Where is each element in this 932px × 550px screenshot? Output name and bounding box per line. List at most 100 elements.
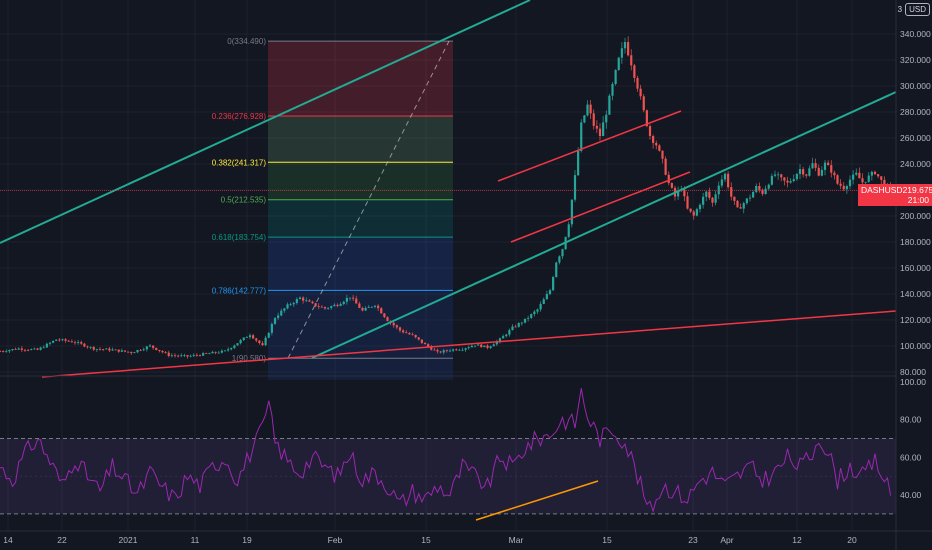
candle-body (136, 350, 139, 353)
candle-body (380, 308, 383, 314)
candle-body (836, 175, 839, 184)
candle-body (252, 335, 255, 339)
time-tick-label: Feb (328, 535, 343, 545)
fib-level-label: 1(90.580) (232, 354, 267, 363)
candle-body (880, 176, 883, 180)
candle-body (352, 297, 355, 299)
teal-channel-upper[interactable] (0, 0, 531, 244)
candle-body (633, 65, 636, 78)
candle-body (705, 191, 708, 197)
time-axis[interactable]: 14 22 2021 11 19 Feb 15 Mar 15 23 Apr 12 20 (3, 535, 857, 545)
candle-body (877, 174, 880, 177)
candle-body (461, 349, 464, 351)
candle-body (152, 345, 155, 348)
fib-level-label: 0.786(142.777) (212, 286, 267, 295)
candle-body (398, 327, 402, 331)
candle-body (783, 177, 786, 181)
candle-body (142, 349, 145, 351)
candle-body (114, 349, 117, 351)
price-tick-label: 320.000 (900, 55, 931, 65)
candle-body (255, 338, 258, 341)
candle-body (120, 350, 123, 352)
red-channel-lower[interactable] (510, 171, 691, 243)
candle-body (802, 169, 805, 175)
candle-body (795, 173, 798, 180)
candle-body (617, 57, 620, 70)
candle-body (386, 317, 389, 322)
candle-body (852, 174, 855, 180)
rsi-divergence-line[interactable] (475, 480, 599, 521)
candle-body (739, 207, 742, 209)
candle-body (48, 342, 52, 344)
candle-body (702, 196, 705, 205)
candle-body (820, 169, 823, 176)
trend-drawings[interactable] (0, 0, 897, 378)
candle-body (548, 290, 552, 295)
price-tick-label: 140.000 (900, 289, 931, 299)
candle-body (873, 171, 877, 175)
candle-body (661, 150, 664, 159)
price-tick-label: 340.000 (900, 29, 931, 39)
candle-body (102, 349, 105, 350)
candle-body (98, 348, 102, 350)
candle-body (458, 349, 461, 351)
candle-body (742, 203, 745, 209)
candle-body (2, 351, 5, 353)
candle-body (533, 311, 536, 315)
candle-body (652, 136, 655, 143)
candle-body (45, 343, 48, 348)
candle-body (864, 181, 867, 183)
candle-body (8, 350, 11, 352)
candle-body (733, 196, 736, 201)
candle-body (480, 344, 483, 348)
candle-body (23, 349, 27, 351)
candle-body (286, 304, 289, 309)
candle-body (798, 169, 802, 174)
candle-body (377, 305, 380, 309)
rsi-axis[interactable]: 100.00 80.00 60.00 40.00 (900, 377, 926, 500)
candle-body (758, 186, 761, 190)
currency-badge[interactable]: USD (905, 3, 930, 16)
rsi-tick-label: 100.00 (900, 377, 926, 387)
candle-body (792, 179, 795, 182)
fibonacci-retracement[interactable]: 0(334.490) 0.236(276.928) 0.382(241.317) 0.… (212, 37, 453, 380)
candle-body (814, 163, 817, 168)
candle-body (473, 345, 477, 347)
candle-body (883, 179, 886, 187)
rsi-tick-label: 80.00 (900, 415, 922, 425)
candle-body (623, 42, 627, 49)
time-tick-label: 22 (57, 535, 67, 545)
teal-channel-lower[interactable] (311, 91, 897, 359)
long-term-trendline[interactable] (41, 310, 897, 378)
candle-body (598, 128, 602, 137)
price-axis[interactable]: 340.000 320.000 300.000 280.000 260.000 240.0… (900, 29, 931, 377)
time-tick-label: 12 (792, 535, 802, 545)
candle-body (117, 349, 120, 352)
time-tick-label: 23 (688, 535, 698, 545)
candle-body (36, 348, 39, 350)
candle-body (714, 194, 717, 203)
candle-body (808, 168, 811, 176)
candle-body (452, 349, 455, 351)
candle-body (308, 300, 311, 302)
candle-body (311, 301, 314, 304)
candle-body (755, 186, 758, 193)
candle-body (720, 179, 723, 186)
price-tick-label: 180.000 (900, 237, 931, 247)
candle-body (414, 334, 417, 338)
candle-body (595, 125, 598, 129)
candle-body (861, 178, 864, 183)
fib-zone (268, 237, 453, 291)
candle-body (555, 262, 558, 278)
candle-body (833, 172, 836, 176)
fib-level-label: 0(334.490) (227, 37, 266, 46)
candle-body (248, 335, 252, 338)
candle-body (52, 340, 55, 343)
candle-body (839, 183, 842, 186)
fib-zone (268, 162, 453, 200)
candle-body (145, 346, 148, 350)
fib-level-label: 0.618(183.754) (212, 233, 267, 242)
candle-body (158, 349, 161, 351)
red-channel-upper[interactable] (497, 110, 682, 182)
